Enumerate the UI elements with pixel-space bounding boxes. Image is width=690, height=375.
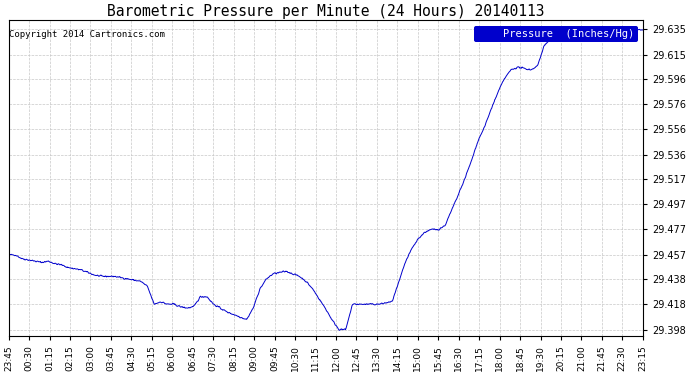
Title: Barometric Pressure per Minute (24 Hours) 20140113: Barometric Pressure per Minute (24 Hours… — [107, 4, 544, 19]
Text: Copyright 2014 Cartronics.com: Copyright 2014 Cartronics.com — [9, 30, 165, 39]
Legend: Pressure  (Inches/Hg): Pressure (Inches/Hg) — [474, 26, 638, 42]
